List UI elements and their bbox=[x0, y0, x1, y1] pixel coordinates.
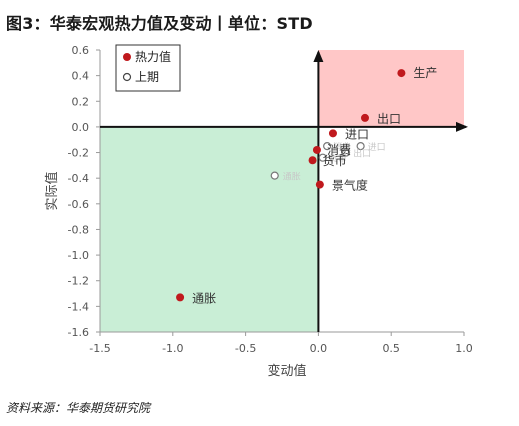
x-axis-label: 变动值 bbox=[267, 363, 306, 379]
point-label: 消费 bbox=[327, 143, 351, 157]
previous-point bbox=[318, 153, 327, 162]
previous-point-label: 出口 bbox=[353, 148, 371, 160]
legend-label-current: 热力值 bbox=[135, 49, 171, 64]
plot-frame bbox=[99, 50, 464, 333]
quadrant-upper-right bbox=[318, 50, 464, 127]
current-point bbox=[315, 180, 324, 189]
current-point bbox=[328, 129, 337, 138]
y-tick-label: 0.4 bbox=[72, 70, 90, 83]
previous-point bbox=[341, 148, 351, 157]
previous-point bbox=[270, 171, 279, 180]
legend-marker-current bbox=[123, 53, 131, 61]
y-tick-label: 0.6 bbox=[72, 44, 90, 57]
chart-title: 图3：华泰宏观热力值及变动丨单位：STD bbox=[6, 14, 313, 33]
y-tick-label: -0.2 bbox=[68, 147, 89, 160]
x-tick-label: -0.5 bbox=[235, 342, 256, 355]
y-tick-label: -1.2 bbox=[68, 275, 89, 288]
y-tick-label: -0.8 bbox=[68, 223, 89, 236]
point-label: 出口 bbox=[377, 112, 401, 126]
current-point bbox=[176, 293, 185, 302]
y-axis-arrow bbox=[313, 50, 324, 62]
y-tick-label: 0.2 bbox=[72, 95, 90, 108]
point-label: 景气度 bbox=[332, 178, 368, 193]
previous-point-label: 通胀 bbox=[283, 172, 301, 183]
y-tick-label: -1.6 bbox=[68, 326, 89, 339]
current-point bbox=[312, 145, 321, 154]
point-label: 进口 bbox=[345, 127, 369, 141]
point-label: 货币 bbox=[323, 153, 347, 168]
y-tick-label: 0.0 bbox=[72, 121, 90, 134]
previous-point bbox=[356, 142, 365, 151]
scatter-chart: -1.5 -1.0 -0.5 0.0 0.5 1.0 0.6 0.4 0.2 0.0 -0.2 -0.… bbox=[44, 44, 473, 379]
point-label: 通胀 bbox=[192, 291, 216, 305]
legend-box bbox=[115, 44, 181, 92]
legend-label-previous: 上期 bbox=[135, 70, 159, 84]
x-axis-arrow bbox=[456, 121, 468, 132]
y-axis-label: 实际值 bbox=[44, 171, 60, 210]
current-point bbox=[308, 156, 317, 165]
current-point bbox=[397, 69, 406, 78]
x-tick-label: 0.5 bbox=[382, 342, 400, 355]
axes bbox=[100, 50, 468, 332]
tick-labels: -1.5 -1.0 -0.5 0.0 0.5 1.0 0.6 0.4 0.2 0.0 -0.2 -0.… bbox=[44, 44, 473, 379]
x-tick-label: 0.0 bbox=[310, 342, 328, 355]
y-tick-label: -1.4 bbox=[68, 300, 89, 313]
y-tick-label: -0.6 bbox=[68, 198, 89, 211]
x-tick-label: -1.5 bbox=[89, 342, 110, 355]
y-tick-label: -1.0 bbox=[68, 249, 89, 262]
y-tick-label: -0.4 bbox=[68, 172, 89, 185]
source-note: 资料来源：华泰期货研究院 bbox=[6, 401, 151, 415]
previous-point-label: 进口 bbox=[368, 142, 386, 153]
point-label: 生产 bbox=[413, 66, 437, 80]
x-tick-label: 1.0 bbox=[455, 342, 473, 355]
current-point bbox=[360, 113, 369, 122]
previous-point-label: 货币 bbox=[329, 153, 347, 165]
quadrant-lower-left bbox=[100, 126, 319, 332]
quadrant-backgrounds bbox=[100, 50, 464, 332]
previous-point bbox=[323, 142, 332, 151]
x-tick-label: -1.0 bbox=[162, 342, 183, 355]
legend-marker-previous bbox=[122, 72, 132, 82]
